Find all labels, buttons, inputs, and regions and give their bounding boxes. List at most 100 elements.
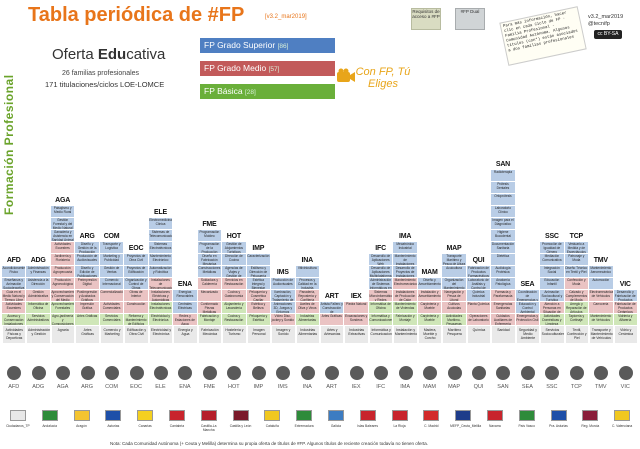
- family-name-cell[interactable]: Textil, Confección y Piel: [564, 326, 589, 344]
- grado-medio-cell[interactable]: Impresión Gráfica: [75, 302, 99, 314]
- family-code-header[interactable]: ENA: [177, 281, 193, 288]
- family-code-header[interactable]: ART: [324, 293, 339, 300]
- family-code-label[interactable]: SSC: [546, 384, 558, 390]
- family-icon[interactable]: [325, 366, 340, 380]
- family-code-label[interactable]: VIC: [620, 384, 630, 390]
- grado-medio-cell[interactable]: Cuidados Auxiliares de Enfermería: [491, 314, 515, 326]
- family-icon[interactable]: [105, 366, 120, 380]
- grado-medio-cell[interactable]: Mantenimiento Electromecánico: [393, 278, 417, 290]
- grado-superior-cell[interactable]: Construcciones Metálicas: [197, 266, 222, 278]
- family-name-cell[interactable]: Fabricación Mecánica: [197, 326, 222, 344]
- grado-superior-cell[interactable]: Patronaje y Moda: [564, 254, 589, 266]
- access-requirements-button[interactable]: Requisitos de acceso a #FP: [411, 8, 441, 30]
- fp-basica-cell[interactable]: Cocina y Restauración: [222, 314, 246, 326]
- family-code-header[interactable]: AGA: [55, 197, 71, 204]
- fp-basica-cell[interactable]: Artes Gráficas: [75, 314, 99, 326]
- region-flag[interactable]: [264, 410, 281, 421]
- grado-superior-cell[interactable]: Desarrollo de Aplicaciones Web: [368, 254, 393, 266]
- family-code-label[interactable]: IEX: [351, 384, 361, 390]
- region-name[interactable]: Galicia: [330, 424, 341, 428]
- grado-medio-cell[interactable]: Cocina y Gastronomía: [222, 290, 246, 302]
- dual-fp-button[interactable]: #FP Dual: [455, 8, 485, 30]
- grado-medio-cell[interactable]: Piedra Natural: [344, 302, 368, 314]
- fp-basica-cell[interactable]: Carpintería y Mueble: [417, 314, 442, 326]
- family-name-cell[interactable]: Industrias Extractivas: [344, 326, 368, 344]
- family-code-label[interactable]: IFC: [376, 384, 386, 390]
- grado-medio-cell[interactable]: Gestión Administrativa: [26, 290, 50, 302]
- fp-basica-cell[interactable]: Reforma y Mantenimiento de Edificios: [124, 314, 148, 326]
- grado-superior-cell[interactable]: Dietética: [491, 254, 515, 266]
- region-name[interactable]: Castilla y León: [229, 424, 252, 428]
- family-code-header[interactable]: ELE: [153, 209, 167, 216]
- family-icon[interactable]: [594, 366, 609, 380]
- family-name-cell[interactable]: Artes Gráficas: [75, 326, 99, 344]
- family-icon[interactable]: [349, 366, 364, 380]
- family-code-label[interactable]: MAP: [448, 384, 460, 390]
- grado-medio-cell[interactable]: Aprovechamiento y Conservación del Medio…: [50, 290, 75, 302]
- grado-superior-cell[interactable]: Estética Integral y Bienestar: [246, 278, 271, 290]
- grado-superior-cell[interactable]: Desarrollo y Fabricación de Productos Ce…: [613, 290, 637, 302]
- family-icon[interactable]: [154, 366, 168, 380]
- family-code-header[interactable]: EOC: [128, 245, 144, 252]
- grado-superior-cell[interactable]: Fabricación de Productos Farmacéuticos: [466, 266, 491, 278]
- fp-basica-cell[interactable]: Industrias Alimentarias: [295, 314, 319, 326]
- grado-superior-cell[interactable]: Animación Sociocultural y Turística: [540, 290, 564, 302]
- grado-superior-cell[interactable]: Ganadería y Asistencia en Sanidad Animal: [50, 230, 75, 242]
- family-code-header[interactable]: VIC: [619, 281, 631, 288]
- grado-medio-cell[interactable]: Sistemas Microinformáticos y Redes: [368, 290, 393, 302]
- fp-basica-cell[interactable]: Informática y Comunicaciones: [368, 314, 393, 326]
- family-icon[interactable]: [569, 366, 584, 380]
- region-name[interactable]: La Rioja: [393, 424, 406, 428]
- grado-superior-cell[interactable]: Organización del Mantenimiento de Maquin…: [442, 278, 466, 290]
- family-code-header[interactable]: ADG: [30, 257, 46, 264]
- grado-superior-cell[interactable]: Mecatrónica Industrial: [393, 242, 417, 254]
- grado-superior-cell[interactable]: Programación Moldeo: [197, 230, 222, 242]
- grado-superior-cell[interactable]: Documentación Sanitaria: [491, 242, 515, 254]
- family-icon[interactable]: [202, 366, 217, 380]
- family-icon[interactable]: [398, 366, 413, 380]
- grado-superior-cell[interactable]: Imagen para el Diagnóstico: [491, 218, 515, 230]
- grado-superior-cell[interactable]: Vitivinicultura: [295, 266, 319, 278]
- grado-superior-cell[interactable]: Mantenimiento de Instalaciones Térmicas: [393, 254, 417, 266]
- family-name-cell[interactable]: Vidrio y Cerámica: [613, 326, 637, 344]
- grado-superior-cell[interactable]: Procesos y Calidad en la Industria Alime…: [295, 278, 319, 290]
- region-flag[interactable]: [614, 410, 631, 421]
- fp-basica-cell[interactable]: Acceso y Conservación Instalaciones Depo…: [2, 314, 26, 326]
- family-icon[interactable]: [374, 366, 389, 380]
- grado-medio-cell[interactable]: Panadería, Repostería y Confitería: [295, 290, 319, 302]
- grado-superior-cell[interactable]: Laboratorio de Análisis y Control de Cal…: [466, 278, 491, 290]
- grado-medio-cell[interactable]: Jardinería y Floristería: [50, 254, 75, 266]
- fp-basica-cell[interactable]: Actividades Domésticas y Limpieza: [540, 314, 564, 326]
- family-icon[interactable]: [80, 366, 95, 380]
- grado-medio-cell[interactable]: Producción Agroecológica: [50, 278, 75, 290]
- family-code-label[interactable]: TMV: [594, 384, 607, 390]
- fp-basica-cell[interactable]: Mantenimiento de Viviendas: [393, 302, 417, 314]
- grado-medio-cell[interactable]: Aceites de Oliva y Vinos: [295, 302, 319, 314]
- family-code-label[interactable]: ARG: [81, 384, 94, 390]
- family-code-header[interactable]: AFD: [6, 257, 21, 264]
- family-name-cell[interactable]: Comercio y Marketing: [99, 326, 124, 344]
- grado-medio-cell[interactable]: Mecanizado: [197, 290, 222, 302]
- fp-basica-cell[interactable]: Fabricación y Montaje: [197, 314, 222, 326]
- region-flag[interactable]: [73, 410, 90, 421]
- region-name[interactable]: Ciudadanos_TP: [6, 424, 30, 428]
- family-code-label[interactable]: COM: [105, 384, 118, 390]
- grado-medio-cell[interactable]: Excavaciones y Sondeos: [344, 314, 368, 326]
- grado-medio-cell[interactable]: Emergencias Sanitarias: [491, 302, 515, 314]
- grado-superior-cell[interactable]: Transporte Marítimo y Pesca de Altura: [442, 254, 466, 266]
- grado-medio-cell[interactable]: Atención a Personas en Situación de Depe…: [540, 302, 564, 314]
- region-flag[interactable]: [296, 410, 313, 421]
- region-flag[interactable]: [9, 410, 26, 421]
- grado-medio-cell[interactable]: Instalaciones de Producción de Calor: [393, 290, 417, 302]
- family-name-cell[interactable]: Agraria: [50, 326, 75, 344]
- grado-medio-cell[interactable]: Farmacia y Parafarmacia: [491, 290, 515, 302]
- grado-superior-cell[interactable]: Acondicionamiento Físico: [2, 266, 26, 278]
- grado-medio-cell[interactable]: Carrocería: [589, 302, 613, 314]
- family-code-label[interactable]: IMA: [400, 384, 410, 390]
- family-icon[interactable]: [618, 366, 633, 380]
- family-name-cell[interactable]: Electricidad y Electrónica: [148, 326, 173, 344]
- family-code-label[interactable]: EOC: [130, 384, 142, 390]
- family-code-label[interactable]: MAM: [423, 384, 436, 390]
- grado-superior-cell[interactable]: Anatomía Patológica: [491, 278, 515, 290]
- region-name[interactable]: MEFP_Ceuta_Melilla: [450, 424, 482, 428]
